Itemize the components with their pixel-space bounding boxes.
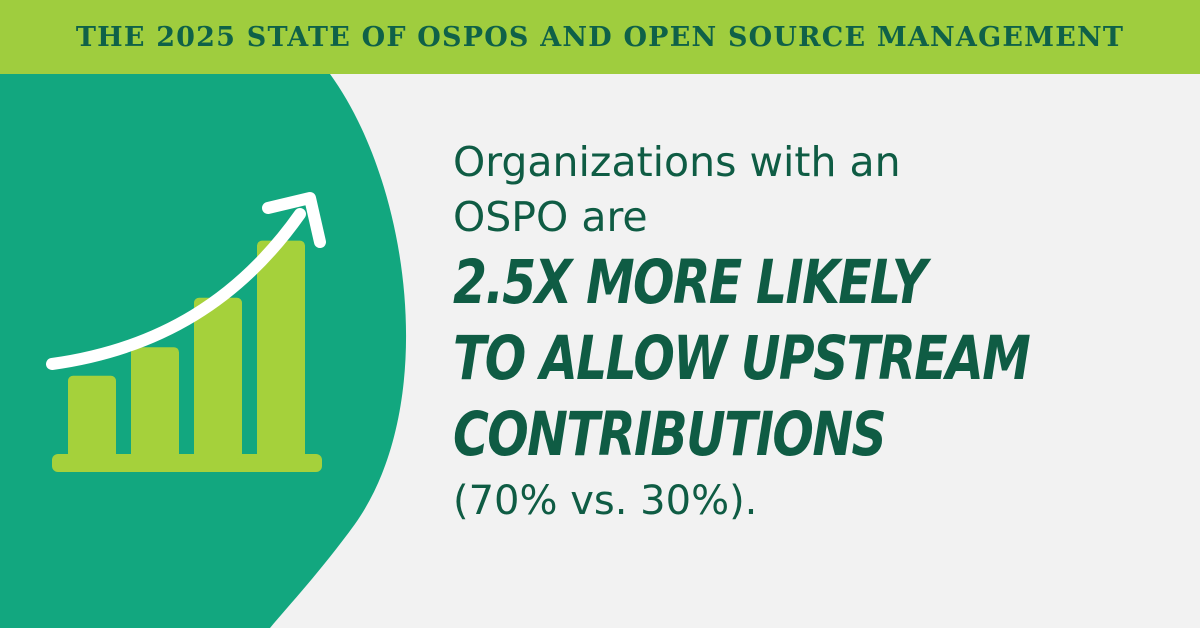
trend-arrow-head	[262, 192, 326, 248]
comparison-text: (70% vs. 30%).	[453, 478, 758, 524]
illustration-panel	[0, 74, 420, 628]
headline-line-1: 2.5X MORE LIKELY	[453, 247, 927, 318]
headline-line-2: TO ALLOW UPSTREAM	[453, 323, 1031, 394]
chart-bar-3	[194, 297, 242, 459]
header-banner: THE 2025 STATE OF OSPOS AND OPEN SOURCE …	[0, 0, 1200, 74]
intro-line-2: OSPO are	[453, 193, 648, 241]
bar-chart-trend-up-icon	[0, 74, 407, 628]
trend-arrow-line	[46, 208, 306, 370]
chart-bar-1	[68, 375, 116, 459]
stat-text-block: Organizations with an OSPO are 2.5X MORE…	[453, 135, 1173, 529]
chart-bar-2	[131, 347, 179, 459]
chart-baseline	[52, 454, 322, 472]
headline-line-3: CONTRIBUTIONS	[453, 399, 887, 470]
report-title: THE 2025 STATE OF OSPOS AND OPEN SOURCE …	[75, 21, 1125, 53]
chart-bar-4	[257, 240, 305, 459]
intro-line-1: Organizations with an	[453, 138, 901, 186]
